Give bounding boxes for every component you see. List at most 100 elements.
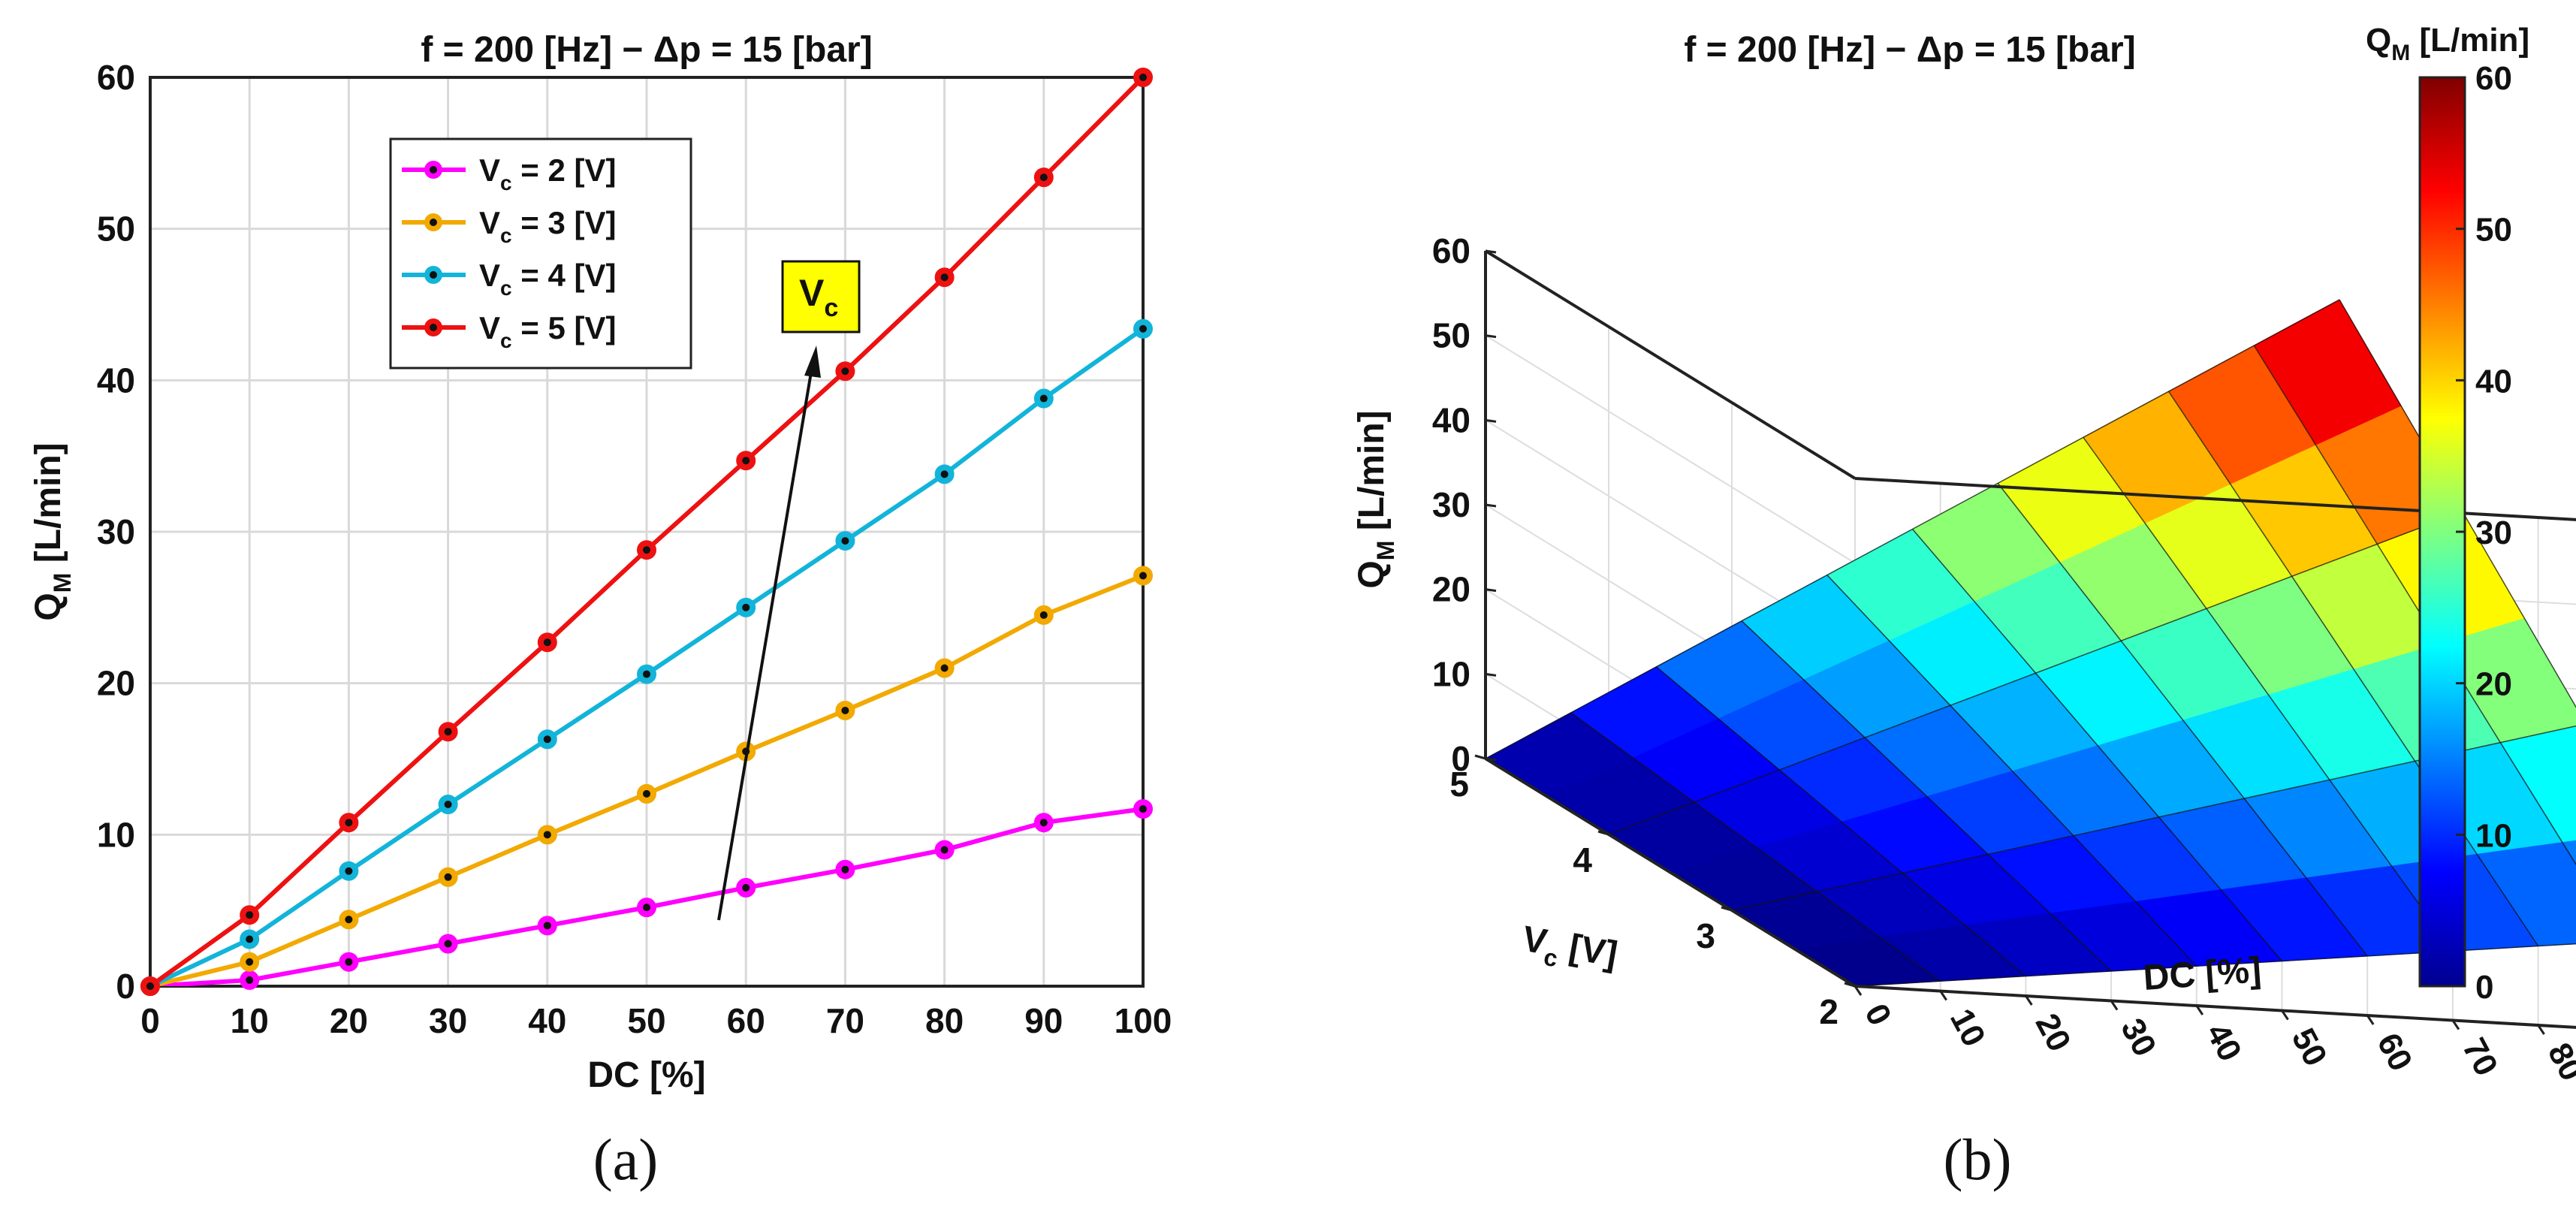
data-point-center [1039, 819, 1048, 827]
colorbar-tick-label: 0 [2475, 969, 2493, 1006]
data-point-center [1139, 324, 1147, 333]
chart-a-axes-box [149, 76, 1145, 988]
y-tick-label: 0 [116, 967, 135, 1006]
chart-a-y-label: QM [L/min] [29, 442, 76, 620]
vc-tick-label: 4 [1573, 840, 1592, 880]
z-tick [1485, 757, 1497, 762]
data-point-center [444, 940, 452, 948]
y-tick-label: 50 [97, 210, 135, 249]
data-point-center [940, 664, 949, 672]
dc-tick [2110, 1000, 2119, 1011]
vc-tick [1597, 830, 1609, 836]
x-tick-label: 100 [1115, 1001, 1172, 1040]
vc-tick [1474, 754, 1486, 760]
dc-tick-label: 20 [2029, 1008, 2078, 1058]
z-tick-label: 0 [1451, 739, 1470, 778]
surface-mesh-line [1655, 666, 2026, 977]
data-point-center [543, 735, 551, 744]
data-point-center [643, 904, 650, 912]
chart-b-surface [1484, 299, 2576, 987]
data-point-center [940, 470, 949, 478]
x-tick-label: 30 [429, 1001, 467, 1040]
data-point-center [345, 916, 353, 924]
vc-tick-label: 2 [1819, 992, 1838, 1031]
vc-trend-arrowhead [804, 345, 821, 378]
x-tick-label: 80 [925, 1001, 964, 1040]
z-tick [1485, 672, 1497, 677]
dc-tick [2025, 995, 2033, 1006]
dc-tick [1854, 985, 1863, 996]
data-point-center [345, 819, 353, 827]
dc-tick-label: 0 [1857, 998, 1899, 1032]
surface-chart-panel: f = 200 [Hz] − Δp = 15 [bar] 01020304050… [1352, 22, 2576, 1192]
data-point-center [841, 537, 849, 545]
data-point-center [543, 638, 551, 647]
legend-label: Vc = 4 [V] [479, 258, 616, 300]
surface-mesh-line [1570, 712, 1941, 982]
legend-swatch-marker-center [430, 324, 437, 331]
data-point-center [1039, 611, 1048, 619]
z-tick [1485, 334, 1497, 339]
data-point-center [841, 865, 849, 874]
surface-mesh-line [1911, 529, 2283, 962]
z-tick-label: 10 [1432, 654, 1470, 693]
panel-label-b: (b) [1944, 1127, 2012, 1192]
line-chart-panel: f = 200 [Hz] − Δp = 15 [bar] 0 10 20 30 40 50… [29, 30, 1172, 1192]
data-point-center [1139, 572, 1147, 580]
data-point-center [543, 922, 551, 930]
data-point-center [742, 603, 750, 611]
x-tick-label: 10 [231, 1001, 269, 1040]
z-tick-label: 60 [1432, 231, 1470, 270]
z-tick-label: 20 [1432, 570, 1470, 609]
colorbar-ticks: 0 10 20 30 40 50 60 [2456, 60, 2512, 1006]
data-point-center [444, 873, 452, 881]
panel-label-a: (a) [593, 1127, 659, 1192]
axis-frame-line [1484, 757, 1857, 988]
x-tick-label: 70 [826, 1001, 864, 1040]
dc-tick [2195, 1005, 2204, 1015]
chart-a-x-label: DC [%] [587, 1055, 705, 1095]
dc-tick-label: 10 [1943, 1003, 1992, 1052]
x-tick-label: 90 [1024, 1001, 1063, 1040]
x-tick-label: 60 [727, 1001, 765, 1040]
colorbar-title: QM [L/min] [2366, 22, 2529, 65]
dc-tick [2366, 1015, 2375, 1025]
dc-tick-label: 40 [2199, 1018, 2249, 1067]
vc-trend-arrow [717, 358, 815, 921]
dc-tick-label: 80 [2541, 1037, 2576, 1087]
data-point-center [841, 367, 849, 376]
data-point-center [643, 670, 650, 678]
z-tick [1485, 249, 1497, 254]
surface-mesh-line [1997, 482, 2368, 957]
back-grid-line [1485, 334, 1856, 564]
dc-tick [2281, 1009, 2289, 1021]
y-tick-label: 40 [97, 361, 135, 400]
vc-tick [1844, 982, 1856, 988]
vc-tick-label: 5 [1449, 765, 1469, 804]
data-point-center [543, 831, 551, 839]
chart-b-title: f = 200 [Hz] − Δp = 15 [bar] [1684, 30, 2135, 70]
data-point-center [246, 958, 254, 966]
legend-swatch-marker-center [430, 166, 437, 174]
surface-mesh-line [1854, 943, 2576, 987]
axis-frame-line [1854, 477, 2576, 521]
legend-swatch-marker-center [430, 219, 437, 226]
data-point-center [1039, 394, 1048, 403]
data-point-center [643, 546, 650, 554]
vc-tick [1721, 906, 1733, 912]
z-tick-label: 30 [1432, 485, 1470, 524]
data-point-center [940, 846, 949, 854]
colorbar-tick-label: 60 [2475, 60, 2512, 97]
dc-tick-label: 70 [2455, 1032, 2505, 1082]
dc-tick-label: 30 [2113, 1012, 2163, 1062]
chart-a-legend: Vc = 2 [V] Vc = 3 [V] Vc = 4 [V] Vc = 5 [V] [389, 137, 692, 370]
dc-tick [2537, 1024, 2545, 1035]
x-tick-label: 40 [528, 1001, 566, 1040]
data-point-center [444, 728, 452, 736]
y-tick-label: 20 [97, 664, 135, 703]
y-tick-label: 10 [97, 815, 135, 854]
data-point-center [146, 982, 154, 990]
data-point-center [246, 976, 254, 984]
surface-mesh-line [1608, 511, 2463, 835]
